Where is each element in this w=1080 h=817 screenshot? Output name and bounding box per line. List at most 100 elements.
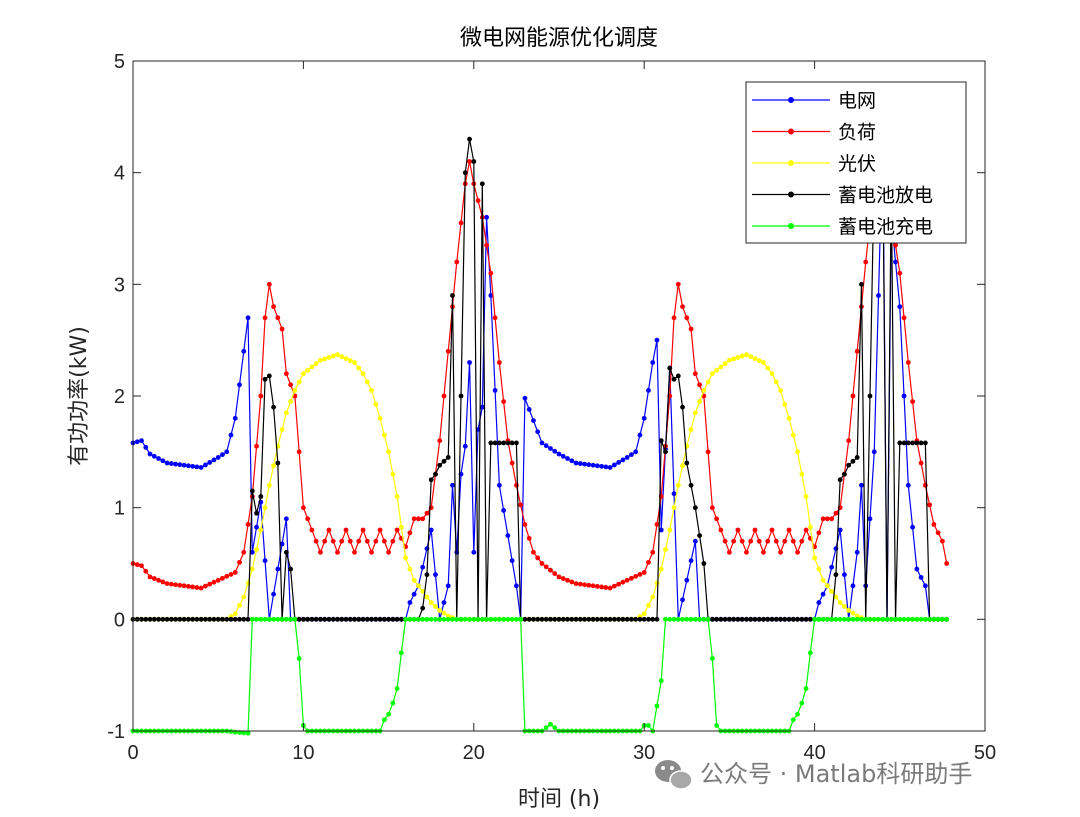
data-point — [680, 404, 685, 410]
data-point — [514, 583, 519, 589]
data-point — [607, 465, 613, 470]
data-point — [650, 616, 656, 622]
data-point — [203, 462, 208, 468]
data-point — [820, 577, 826, 583]
data-point — [582, 616, 587, 622]
data-point — [335, 616, 340, 622]
data-point — [786, 415, 792, 421]
data-point — [484, 242, 489, 248]
data-point — [697, 533, 702, 538]
data-point — [918, 440, 924, 446]
data-point — [594, 616, 600, 622]
data-point — [795, 711, 800, 717]
data-point — [428, 600, 434, 605]
data-point — [854, 616, 860, 622]
data-point — [488, 440, 494, 446]
data-point — [675, 482, 681, 488]
data-point — [646, 559, 651, 565]
watermark-text: 公众号 · Matlab科研助手 — [700, 760, 972, 788]
data-point — [386, 449, 391, 455]
data-point — [411, 516, 417, 522]
data-point — [249, 549, 255, 555]
data-point — [258, 616, 264, 622]
data-point — [339, 538, 345, 544]
data-point — [552, 725, 558, 731]
data-point — [407, 530, 413, 536]
data-point — [190, 584, 196, 590]
data-point — [254, 443, 259, 449]
data-point — [271, 304, 276, 310]
data-point — [181, 583, 187, 589]
data-point — [283, 410, 289, 416]
data-point — [505, 533, 511, 538]
data-point — [441, 616, 447, 622]
data-point — [531, 549, 536, 555]
data-point — [799, 616, 805, 622]
data-point — [398, 650, 404, 656]
data-point — [330, 353, 336, 359]
data-point — [190, 463, 196, 469]
data-point — [266, 616, 272, 622]
data-point — [611, 583, 617, 589]
data-point — [654, 616, 660, 622]
legend-item: 光伏 — [752, 153, 876, 175]
legend-swatch-marker — [788, 128, 794, 135]
data-point — [364, 379, 370, 385]
data-point — [262, 558, 268, 564]
data-point — [611, 462, 617, 468]
data-point — [671, 505, 677, 511]
data-point — [709, 656, 715, 661]
data-point — [271, 463, 276, 469]
data-point — [560, 453, 566, 459]
data-point — [624, 455, 630, 460]
data-point — [509, 460, 515, 466]
data-point — [565, 616, 570, 622]
data-point — [296, 616, 302, 622]
data-point — [518, 616, 524, 622]
data-point — [224, 573, 230, 579]
data-point — [582, 461, 587, 467]
data-point — [326, 527, 332, 533]
data-point — [756, 616, 762, 622]
data-point — [556, 451, 562, 457]
data-point — [309, 364, 315, 370]
data-point — [714, 516, 720, 522]
data-point — [697, 399, 702, 404]
data-point — [620, 579, 626, 585]
data-point — [203, 583, 208, 589]
data-point — [752, 527, 758, 533]
data-point — [863, 259, 869, 265]
data-point — [279, 541, 285, 547]
data-point — [288, 616, 294, 622]
data-point — [807, 616, 813, 622]
data-point — [164, 581, 170, 586]
data-point — [629, 452, 634, 458]
data-point — [237, 616, 242, 622]
data-point — [829, 589, 835, 594]
data-point — [739, 353, 745, 359]
data-point — [211, 616, 217, 622]
data-point — [633, 573, 639, 579]
data-point — [905, 360, 911, 365]
data-point — [305, 616, 311, 622]
data-point — [854, 455, 860, 460]
data-point — [168, 581, 174, 587]
data-point — [326, 616, 332, 622]
data-point — [232, 611, 238, 617]
data-point — [897, 270, 903, 276]
data-point — [496, 616, 502, 622]
data-point — [156, 577, 161, 583]
data-point — [816, 616, 822, 622]
data-point — [552, 571, 558, 576]
data-point — [377, 527, 383, 533]
data-point — [143, 568, 149, 574]
data-point — [249, 488, 255, 494]
data-point — [646, 723, 651, 728]
data-point — [824, 516, 830, 522]
data-point — [944, 616, 950, 622]
data-point — [816, 530, 822, 536]
data-point — [560, 576, 566, 581]
data-point — [313, 538, 319, 544]
data-point — [381, 538, 387, 544]
legend-item: 电网 — [752, 90, 876, 112]
